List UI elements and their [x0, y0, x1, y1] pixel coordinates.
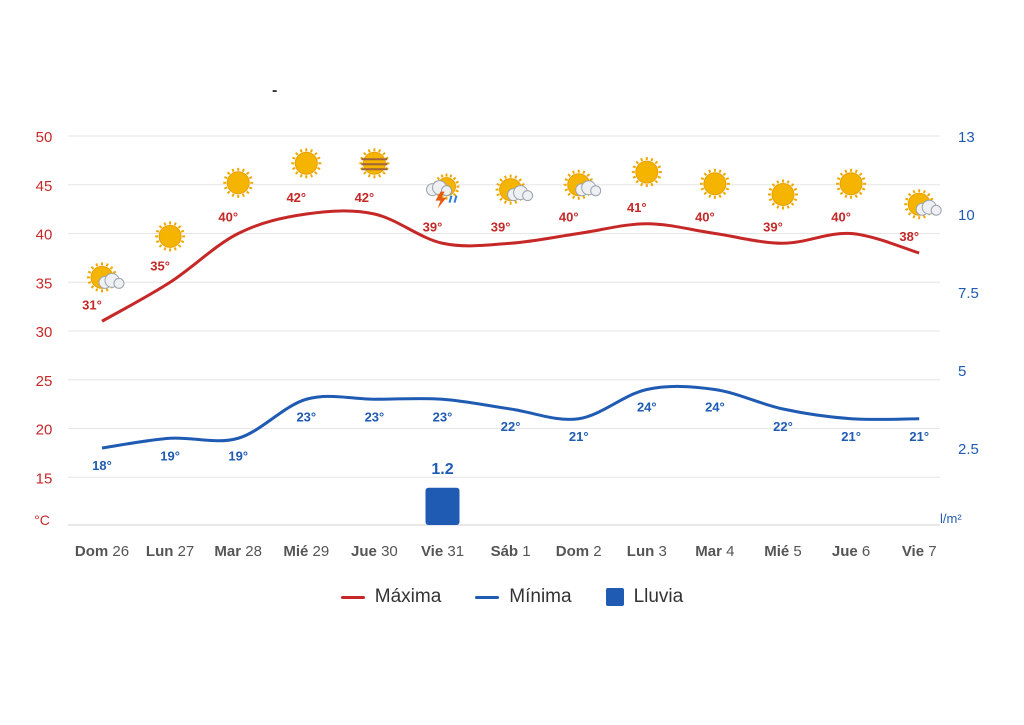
min-point-label: 23° — [365, 409, 385, 424]
x-tick-label: Dom 2 — [556, 543, 602, 560]
min-point-label: 23° — [433, 409, 453, 424]
sun-icon — [291, 148, 322, 179]
sun-icon — [155, 221, 186, 252]
sun-icon — [768, 179, 798, 210]
left-tick-label: 45 — [36, 178, 53, 195]
left-tick-label: 50 — [36, 129, 53, 146]
x-tick-label: Jue 6 — [832, 543, 870, 560]
legend-min-swatch — [475, 595, 500, 599]
storm-icon — [426, 180, 452, 197]
cloud-part — [507, 185, 534, 202]
max-point-label: 31° — [82, 297, 102, 312]
max-point-label: 40° — [831, 210, 851, 225]
rain-drop — [448, 195, 453, 203]
max-point-label: 39° — [423, 219, 443, 234]
rain-label: 1.2 — [431, 461, 453, 478]
legend-min-label: Mínima — [509, 586, 572, 607]
max-point-label: 40° — [218, 210, 238, 225]
x-tick-label: Lun 3 — [627, 543, 667, 560]
right-tick-label: 13 — [958, 129, 975, 146]
min-point-label: 24° — [705, 400, 725, 415]
x-tick-label: Mié 29 — [283, 543, 329, 560]
sun-icon — [699, 168, 730, 199]
min-point-label: 23° — [296, 409, 316, 424]
cloud-part — [575, 180, 602, 197]
legend-max-label: Máxima — [374, 586, 442, 607]
x-tick-label: Dom 26 — [75, 543, 129, 560]
legend-max-swatch — [340, 595, 365, 599]
x-tick-label: Mar 28 — [214, 543, 262, 560]
min-point-label: 21° — [909, 429, 929, 444]
legend-rain-swatch — [605, 588, 624, 606]
lightning-bolt — [435, 191, 447, 209]
left-tick-label: 15 — [36, 470, 53, 487]
min-point-label: 24° — [637, 400, 657, 415]
max-point-label: 35° — [150, 258, 170, 273]
series-line-max — [101, 209, 920, 323]
left-axis-unit: °C — [34, 512, 50, 528]
max-point-label: 39° — [763, 219, 783, 234]
cloud-part — [98, 272, 125, 289]
rain-drop — [453, 195, 458, 203]
series-line-min — [101, 384, 920, 450]
right-tick-label: 7.5 — [958, 285, 979, 302]
sun-icon — [836, 168, 867, 199]
right-tick-label: 2.5 — [958, 441, 979, 458]
min-point-label: 21° — [569, 429, 589, 444]
max-point-label: 42° — [286, 190, 306, 205]
left-tick-label: 30 — [36, 324, 53, 341]
min-point-label: 19° — [228, 448, 248, 463]
legend-item-min[interactable]: Mínima — [475, 586, 572, 608]
sun-icon — [631, 157, 662, 188]
legend-item-max[interactable]: Máxima — [340, 586, 442, 608]
right-tick-label: 10 — [958, 207, 975, 224]
cloud-part — [915, 199, 942, 216]
x-tick-label: Vie 31 — [421, 543, 464, 560]
left-tick-label: 35 — [36, 275, 53, 292]
max-point-label: 38° — [899, 229, 919, 244]
min-point-label: 22° — [501, 419, 521, 434]
legend-item-rain[interactable]: Lluvia — [605, 586, 684, 608]
max-point-label: 39° — [491, 219, 511, 234]
min-point-label: 22° — [773, 419, 793, 434]
x-tick-label: Lun 27 — [146, 543, 194, 560]
left-tick-label: 20 — [36, 422, 53, 439]
left-tick-label: 40 — [36, 227, 53, 244]
x-tick-label: Jue 30 — [351, 543, 398, 560]
max-point-label: 41° — [627, 200, 647, 215]
left-tick-label: 25 — [36, 373, 53, 390]
min-point-label: 19° — [160, 448, 180, 463]
x-tick-label: Sáb 1 — [491, 543, 531, 560]
min-point-label: 18° — [92, 458, 112, 473]
x-tick-label: Mié 5 — [764, 543, 802, 560]
max-point-label: 40° — [559, 210, 579, 225]
x-tick-label: Vie 7 — [902, 543, 937, 560]
legend-rain-label: Lluvia — [633, 586, 684, 607]
right-axis-unit: l/m² — [940, 511, 962, 526]
chart-title: - — [272, 82, 278, 99]
min-point-label: 21° — [841, 429, 861, 444]
x-tick-label: Mar 4 — [695, 543, 734, 560]
right-tick-label: 5 — [958, 363, 966, 380]
max-point-label: 40° — [695, 210, 715, 225]
rain-bar — [425, 487, 460, 525]
chart-legend: Máxima Mínima Lluvia — [0, 586, 1024, 608]
sun-icon — [223, 167, 254, 198]
max-point-label: 42° — [355, 190, 375, 205]
